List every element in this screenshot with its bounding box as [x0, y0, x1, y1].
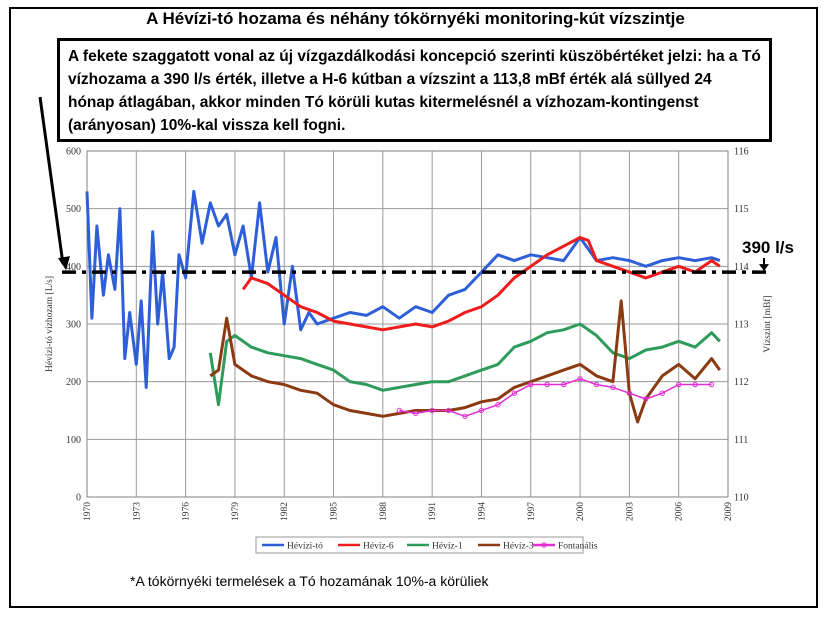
series-point	[675, 381, 682, 388]
legend-label: Hévíz-3	[503, 542, 534, 552]
series-line	[85, 189, 721, 389]
y-right-axis-title: Vízszint [mBf]	[762, 295, 773, 352]
series-line	[208, 322, 721, 407]
chart-threshold	[38, 96, 770, 274]
series-line	[241, 236, 721, 332]
threshold-pointer-arrowhead	[58, 256, 70, 271]
y-left-tick-label: 500	[66, 204, 81, 215]
legend-label: Hévíz-6	[363, 542, 394, 552]
series-point	[643, 396, 649, 402]
y-right-tick-label: 116	[734, 147, 749, 158]
series-point	[544, 381, 550, 388]
y-left-tick-label: 100	[66, 435, 81, 446]
outer-frame	[9, 7, 818, 608]
y-right-tick-label: 110	[734, 493, 749, 504]
x-tick-label: 1979	[231, 502, 241, 521]
threshold-right-arrowhead	[759, 264, 769, 272]
series-line	[399, 378, 712, 418]
y-left-tick-label: 400	[66, 262, 81, 273]
x-tick-label: 1970	[83, 502, 93, 521]
x-tick-label: 1982	[280, 502, 290, 521]
series-point	[626, 390, 633, 396]
x-tick-label: 1997	[527, 502, 537, 521]
y-right-tick-label: 114	[734, 262, 749, 273]
series-point	[692, 381, 698, 388]
legend-label: Hévízi-tó	[287, 542, 323, 552]
page-title: A Hévízi-tó hozama és néhány tókörnyéki …	[146, 9, 685, 28]
y-left-tick-label: 0	[76, 493, 81, 504]
y-left-axis-title: Hévízi-tó vízhozam [L/s]	[45, 276, 55, 372]
series-point	[659, 390, 665, 396]
y-left-tick-label: 300	[66, 320, 81, 331]
chart-series	[85, 189, 722, 424]
x-tick-label: 1976	[182, 502, 192, 521]
x-tick-label: 1985	[330, 502, 340, 521]
y-right-tick-label: 111	[734, 435, 748, 446]
chart-legend: Hévízi-tó Hévíz-6 Hévíz-1 Hévíz-3 Fontanális	[255, 536, 598, 554]
y-right-tick-label: 112	[734, 377, 749, 388]
series-point	[577, 376, 583, 382]
x-tick-label: 1973	[132, 502, 142, 521]
y-right-tick-label: 113	[734, 320, 749, 331]
x-tick-label: 1994	[477, 502, 487, 521]
legend-label: Fontanális	[558, 542, 598, 552]
note-box: A fekete szaggatott vonal az új vízgazdá…	[57, 38, 772, 142]
series-point	[528, 381, 534, 388]
x-tick-label: 2009	[724, 502, 734, 521]
x-tick-label: 1988	[379, 502, 389, 521]
legend-label: Hévíz-1	[432, 542, 463, 552]
y-left-tick-label: 600	[66, 147, 81, 158]
x-tick-label: 2003	[625, 502, 635, 521]
series-point	[560, 381, 567, 388]
series-point	[610, 384, 616, 391]
x-tick-label: 2000	[576, 502, 586, 521]
x-tick-label: 1991	[428, 502, 438, 521]
series-point	[413, 410, 419, 417]
y-right-tick-label: 115	[734, 204, 749, 215]
threshold-label: 390 l/s	[742, 238, 794, 257]
legend-swatch-marker	[541, 542, 547, 548]
series-point	[462, 413, 468, 419]
y-left-tick-label: 200	[66, 377, 81, 388]
series-point	[478, 407, 485, 414]
series-point	[495, 402, 501, 408]
series-line	[209, 299, 722, 424]
series-point	[429, 407, 435, 414]
series-point	[511, 390, 518, 396]
x-tick-label: 2006	[675, 502, 685, 521]
series-point	[445, 407, 452, 414]
series-point	[396, 407, 402, 414]
footnote: *A tókörnyéki termelések a Tó hozamának …	[130, 573, 489, 589]
series-point	[593, 381, 600, 388]
threshold-pointer-line	[38, 96, 65, 265]
chart-axes: 1970 1973 1976 1979 1982 1985 1988 1991 1994 1997…	[45, 147, 773, 522]
series-point	[708, 381, 715, 388]
